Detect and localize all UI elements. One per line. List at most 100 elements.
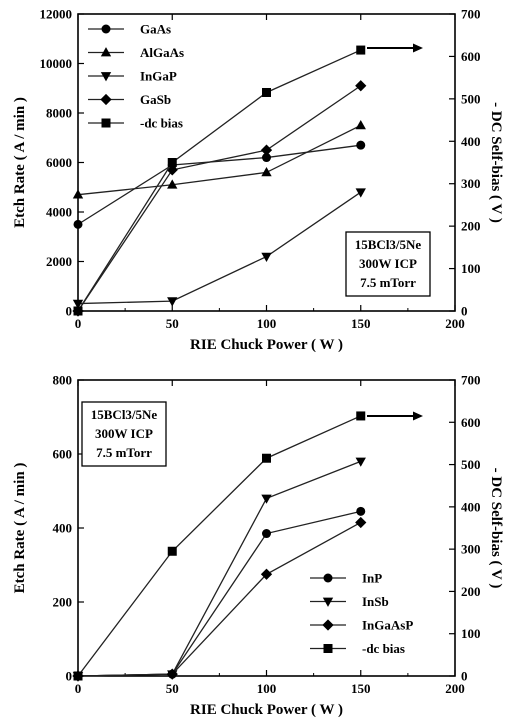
x-tick-label: 200 [445, 681, 465, 696]
legend-marker [100, 47, 112, 57]
legend-marker [100, 72, 112, 82]
data-point-ingaasp [355, 516, 367, 529]
condition-text: 15BCl3/5Ne [91, 407, 158, 422]
y-left-tick-label: 0 [66, 669, 73, 684]
y-right-tick-label: 300 [461, 176, 481, 191]
data-point-algaas [261, 167, 272, 177]
legend-marker [101, 118, 111, 128]
y-right-tick-label: 600 [461, 415, 481, 430]
legend-marker [322, 619, 334, 631]
data-point-gaas [73, 219, 83, 229]
y-left-tick-label: 800 [53, 373, 73, 388]
series-line-dcbias [77, 49, 362, 312]
data-point-gasb [355, 80, 367, 92]
x-tick-label: 150 [351, 316, 371, 331]
legend-label: GaSb [140, 92, 171, 107]
series-line-algaas [77, 124, 362, 196]
y-right-tick-label: 100 [461, 261, 481, 276]
series-line-gaas [77, 144, 361, 225]
legend-label: -dc bias [362, 641, 405, 656]
legend-marker [323, 573, 333, 583]
x-axis-title: RIE Chuck Power ( W ) [190, 337, 343, 353]
y-left-axis-title: Etch Rate ( A / min ) [12, 97, 28, 228]
data-point-inp [356, 506, 366, 516]
y-right-tick-label: 400 [461, 499, 481, 514]
condition-text: 300W ICP [95, 426, 153, 441]
legend-label: -dc bias [140, 116, 183, 131]
condition-text: 7.5 mTorr [96, 445, 152, 460]
legend-label: InGaP [140, 69, 177, 84]
y-right-tick-label: 0 [461, 304, 468, 319]
y-right-tick-label: 500 [461, 457, 481, 472]
y-right-tick-label: 300 [461, 542, 481, 557]
data-point-ingap [355, 188, 366, 198]
chart-panel-1: 0 50 100 150 2000200040006000800010000120000… [12, 7, 504, 354]
y-right-tick-label: 100 [461, 626, 481, 641]
legend-marker [323, 644, 333, 653]
x-tick-label: 100 [257, 681, 277, 696]
legend-label: AlGaAs [140, 45, 184, 60]
data-point-dcbias [356, 411, 366, 421]
y-right-tick-label: 200 [461, 584, 481, 599]
y-right-tick-label: 600 [461, 49, 481, 64]
legend-marker [101, 24, 111, 34]
right-axis-arrow-head [413, 411, 423, 421]
data-point-dcbias [73, 306, 83, 316]
x-tick-label: 50 [166, 681, 179, 696]
condition-text: 7.5 mTorr [360, 275, 416, 290]
y-left-axis-title: Etch Rate ( A / min ) [12, 463, 28, 594]
legend-label: InP [362, 571, 382, 586]
data-point-algaas [355, 119, 366, 130]
y-left-tick-label: 8000 [46, 106, 72, 121]
data-point-ingaasp [166, 668, 178, 680]
data-point-algaas [72, 189, 84, 199]
data-point-inp [262, 529, 271, 539]
y-right-tick-label: 700 [461, 7, 481, 22]
y-left-tick-label: 200 [53, 595, 73, 610]
data-point-dcbias [167, 158, 177, 167]
data-point-ingap [261, 252, 272, 262]
y-right-tick-label: 400 [461, 134, 481, 149]
legend-marker [322, 597, 334, 607]
series-line-insb [77, 460, 361, 677]
y-left-tick-label: 600 [53, 447, 73, 462]
data-point-dcbias [262, 87, 271, 97]
x-axis-title: RIE Chuck Power ( W ) [190, 702, 343, 718]
y-right-axis-title: - DC Self-bias ( V ) [488, 468, 504, 589]
series-line-dcbias [77, 415, 362, 677]
condition-box [81, 401, 167, 467]
series-line-ingap [77, 191, 362, 305]
data-point-insb [355, 457, 366, 467]
y-right-tick-label: 700 [461, 373, 481, 388]
x-tick-label: 0 [75, 316, 82, 331]
right-axis-arrow-head [413, 43, 423, 53]
data-point-algaas [167, 179, 178, 189]
x-tick-label: 200 [445, 316, 465, 331]
data-point-insb [261, 494, 272, 504]
data-point-gasb [260, 144, 273, 156]
x-tick-label: 0 [75, 681, 82, 696]
data-point-ingap [167, 297, 178, 307]
y-right-tick-label: 0 [461, 669, 468, 684]
legend-marker [100, 93, 112, 106]
y-left-tick-label: 2000 [46, 254, 72, 269]
series-line-ingaasp [77, 521, 362, 677]
x-tick-label: 100 [257, 316, 277, 331]
legend-label: GaAs [140, 22, 171, 37]
y-left-tick-label: 400 [53, 521, 73, 536]
y-right-tick-label: 500 [461, 91, 481, 106]
chart-panel-2: 0 50 100 150 2000200400600800010020030040050… [12, 373, 504, 719]
y-left-tick-label: 6000 [46, 155, 72, 170]
y-left-tick-label: 12000 [40, 7, 73, 22]
data-point-gaas [356, 140, 366, 150]
y-left-tick-label: 10000 [40, 56, 73, 71]
series-line-gasb [77, 85, 362, 312]
x-tick-label: 150 [351, 681, 371, 696]
y-right-axis-title: - DC Self-bias ( V ) [488, 102, 504, 223]
condition-text: 300W ICP [359, 256, 417, 271]
condition-box [345, 231, 431, 297]
data-point-gaas [262, 153, 271, 163]
data-point-ingaasp [260, 568, 273, 580]
y-left-tick-label: 4000 [46, 205, 72, 220]
